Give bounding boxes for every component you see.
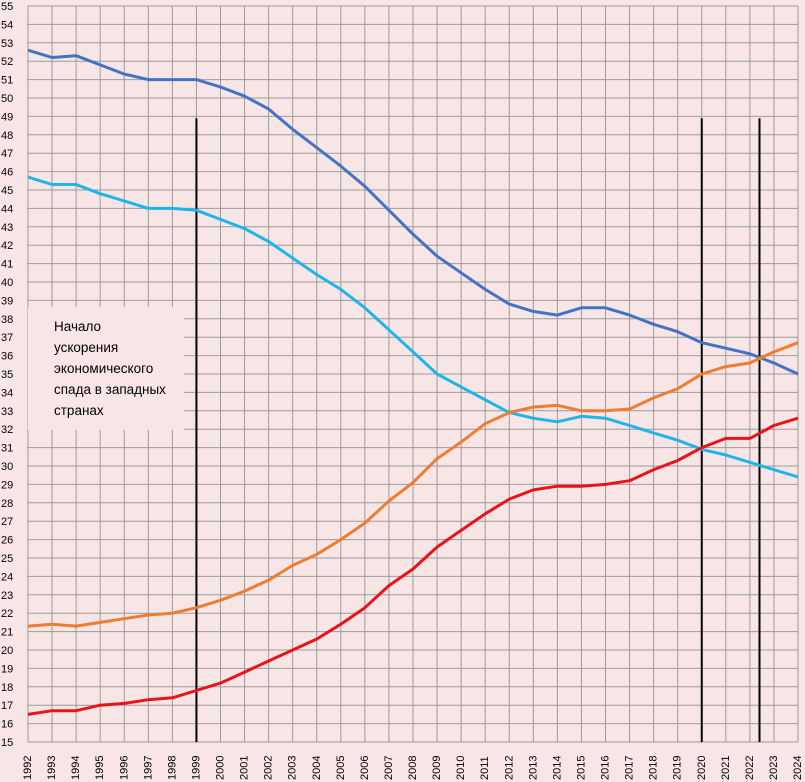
x-tick-label: 2020: [696, 756, 708, 780]
marker-lines: [195, 118, 761, 742]
x-tick-label: 2013: [527, 756, 539, 780]
y-tick-label: 28: [1, 498, 13, 510]
y-tick-label: 33: [1, 406, 13, 418]
y-tick-label: 16: [1, 719, 13, 731]
x-tick-label: 1999: [190, 756, 202, 780]
x-tick-label: 1997: [142, 756, 154, 780]
x-tick-label: 2021: [720, 756, 732, 780]
y-tick-label: 39: [1, 295, 13, 307]
y-tick-label: 34: [1, 387, 13, 399]
y-tick-label: 51: [1, 75, 13, 87]
y-tick-label: 50: [1, 93, 13, 105]
y-tick-label: 38: [1, 314, 13, 326]
series-lines: [27, 48, 799, 716]
y-tick-label: 15: [1, 737, 13, 749]
y-tick-label: 55: [1, 1, 13, 13]
y-tick-label: 27: [1, 516, 13, 528]
series-line: [27, 175, 799, 479]
y-tick-label: 52: [1, 56, 13, 68]
y-tick-label: 47: [1, 148, 13, 160]
y-tick-label: 25: [1, 553, 13, 565]
y-tick-label: 31: [1, 443, 13, 455]
x-tick-label: 2019: [672, 756, 684, 780]
y-tick-label: 29: [1, 479, 13, 491]
x-tick-label: 2000: [215, 756, 227, 780]
x-tick-label: 2024: [792, 756, 804, 780]
x-tick-label: 2001: [239, 756, 251, 780]
x-tick-label: 1996: [118, 756, 130, 780]
y-tick-label: 44: [1, 203, 13, 215]
annotation-box: Начало ускорения экономического спада в …: [28, 307, 184, 430]
series-line: [27, 48, 799, 376]
x-tick-label: 1992: [22, 756, 34, 780]
y-tick-label: 30: [1, 461, 13, 473]
x-tick-label: 2022: [744, 756, 756, 780]
y-tick-label: 32: [1, 424, 13, 436]
y-axis-ticks: 15 16 17 18 19 20 21 22 23 24 25 26 27 28 29 30 31 32 33 34…: [1, 1, 13, 749]
x-tick-label: 2018: [648, 756, 660, 780]
x-tick-label: 2007: [383, 756, 395, 780]
x-tick-label: 2005: [335, 756, 347, 780]
y-tick-label: 40: [1, 277, 13, 289]
y-tick-label: 48: [1, 130, 13, 142]
annotation-line: спада в западных: [54, 382, 166, 397]
y-tick-label: 24: [1, 571, 13, 583]
x-tick-label: 2012: [503, 756, 515, 780]
y-tick-label: 42: [1, 240, 13, 252]
annotation-line: экономического: [54, 361, 154, 376]
series-line: [27, 341, 799, 628]
y-tick-label: 37: [1, 332, 13, 344]
x-tick-label: 1994: [70, 756, 82, 780]
y-tick-label: 46: [1, 167, 13, 179]
series-line: [27, 416, 799, 716]
x-tick-label: 2010: [455, 756, 467, 780]
x-tick-label: 1995: [94, 756, 106, 780]
x-tick-label: 2016: [600, 756, 612, 780]
x-tick-label: 2014: [551, 756, 563, 780]
x-tick-label: 2017: [624, 756, 636, 780]
y-tick-label: 20: [1, 645, 13, 657]
x-tick-label: 2023: [768, 756, 780, 780]
x-axis-ticks: 1992 1993 1994 1995 1996 1997 1998 1999 2000 2001…: [22, 756, 804, 780]
x-tick-label: 2009: [431, 756, 443, 780]
y-tick-label: 54: [1, 19, 13, 31]
y-tick-label: 18: [1, 682, 13, 694]
y-tick-label: 26: [1, 535, 13, 547]
y-tick-label: 35: [1, 369, 13, 381]
x-tick-label: 2008: [407, 756, 419, 780]
annotation-line: Начало: [54, 319, 102, 334]
y-tick-label: 19: [1, 663, 13, 675]
y-tick-label: 21: [1, 627, 13, 639]
y-tick-label: 53: [1, 38, 13, 50]
x-tick-label: 2015: [575, 756, 587, 780]
y-tick-label: 41: [1, 259, 13, 271]
y-tick-label: 36: [1, 351, 13, 363]
y-tick-label: 23: [1, 590, 13, 602]
annotation-line: ускорения: [54, 340, 119, 355]
x-tick-label: 2006: [359, 756, 371, 780]
x-tick-label: 2004: [311, 756, 323, 780]
y-tick-label: 22: [1, 608, 13, 620]
annotation-line: странах: [54, 403, 104, 418]
x-tick-label: 1993: [46, 756, 58, 780]
y-tick-label: 17: [1, 700, 13, 712]
y-tick-label: 49: [1, 111, 13, 123]
x-tick-label: 2011: [479, 756, 491, 780]
y-tick-label: 45: [1, 185, 13, 197]
y-tick-label: 43: [1, 222, 13, 234]
x-tick-label: 2002: [263, 756, 275, 780]
x-tick-label: 1998: [166, 756, 178, 780]
x-tick-label: 2003: [287, 756, 299, 780]
